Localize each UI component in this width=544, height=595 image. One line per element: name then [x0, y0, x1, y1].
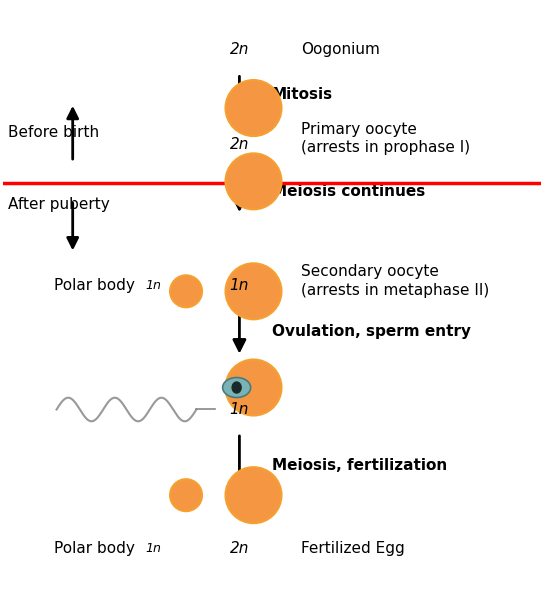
- Ellipse shape: [226, 154, 281, 209]
- Text: Meiosis, fertilization: Meiosis, fertilization: [271, 458, 447, 473]
- Text: Secondary oocyte
(arrests in metaphase II): Secondary oocyte (arrests in metaphase I…: [301, 264, 490, 298]
- Text: 1n: 1n: [145, 541, 162, 555]
- Text: Meiosis continues: Meiosis continues: [271, 184, 425, 199]
- Text: Fertilized Egg: Fertilized Egg: [301, 540, 405, 556]
- Text: Polar body: Polar body: [54, 278, 135, 293]
- Text: 2n: 2n: [230, 137, 249, 152]
- Text: 2n: 2n: [230, 42, 249, 58]
- Text: 2n: 2n: [230, 540, 249, 556]
- Text: Mitosis: Mitosis: [271, 87, 333, 102]
- Text: Polar body: Polar body: [54, 540, 135, 556]
- Ellipse shape: [226, 359, 281, 415]
- Text: Oogonium: Oogonium: [301, 42, 380, 58]
- Ellipse shape: [226, 264, 281, 320]
- Text: 1n: 1n: [230, 278, 249, 293]
- Ellipse shape: [226, 80, 281, 136]
- Text: Ovulation, sperm entry: Ovulation, sperm entry: [271, 324, 471, 339]
- Ellipse shape: [232, 382, 241, 393]
- Ellipse shape: [222, 377, 251, 397]
- Text: Before birth: Before birth: [8, 125, 100, 140]
- Text: After puberty: After puberty: [8, 197, 110, 212]
- Text: 1n: 1n: [145, 279, 162, 292]
- Text: 1n: 1n: [230, 402, 249, 417]
- Ellipse shape: [170, 479, 202, 511]
- Ellipse shape: [170, 275, 202, 307]
- Ellipse shape: [226, 467, 281, 523]
- Text: Primary oocyte
(arrests in prophase I): Primary oocyte (arrests in prophase I): [301, 121, 471, 155]
